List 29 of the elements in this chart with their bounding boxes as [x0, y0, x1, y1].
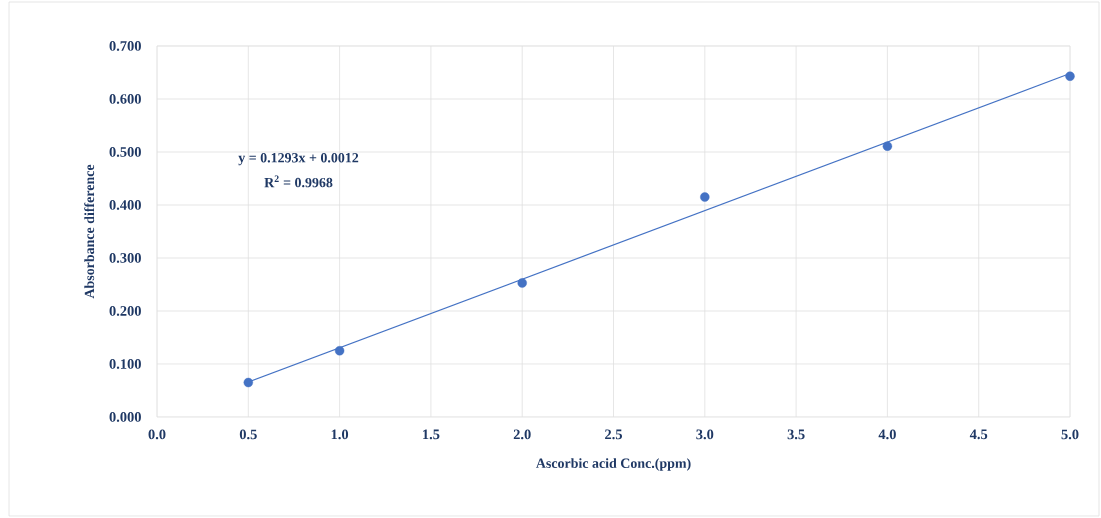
- annotation: R$^{2}$ = 0.9968: [264, 175, 333, 188]
- point: [1065, 71, 1075, 81]
- y-tick-label: 0.000: [109, 412, 141, 422]
- x-tick-label: 1.0: [331, 429, 349, 440]
- x-axis-title: Ascorbic acid Conc.(ppm): [535, 458, 691, 471]
- point: [243, 377, 254, 388]
- x-tick-label: 3.0: [696, 429, 714, 440]
- x-tick-label: 5.0: [1061, 429, 1079, 440]
- x-tick-label: 2.5: [605, 429, 623, 440]
- point: [700, 192, 710, 202]
- point: [517, 278, 527, 288]
- y-tick-label: 0.300: [109, 253, 141, 263]
- x-tick-label: 0.5: [239, 429, 257, 440]
- x-tick-label: 3.5: [787, 429, 805, 440]
- x-tick-label: 0.0: [148, 429, 166, 440]
- y-tick-label: 0.600: [109, 94, 141, 104]
- x-tick-label: 2.0: [513, 429, 531, 440]
- annotation: y = 0.1293x + 0.0012: [238, 152, 359, 166]
- point: [334, 346, 345, 356]
- y-tick-label: 0.500: [109, 147, 141, 157]
- y-tick-label: 0.100: [109, 359, 141, 369]
- y-axis-title: Absorbance difference: [84, 164, 95, 299]
- y-tick-label: 0.200: [109, 306, 141, 316]
- x-tick-label: 4.0: [878, 429, 896, 440]
- y-tick-label: 0.700: [109, 41, 141, 51]
- point: [882, 141, 893, 151]
- x-tick-label: 4.5: [969, 429, 988, 440]
- y-tick-label: 0.400: [109, 200, 141, 210]
- x-tick-label: 1.5: [423, 429, 440, 440]
